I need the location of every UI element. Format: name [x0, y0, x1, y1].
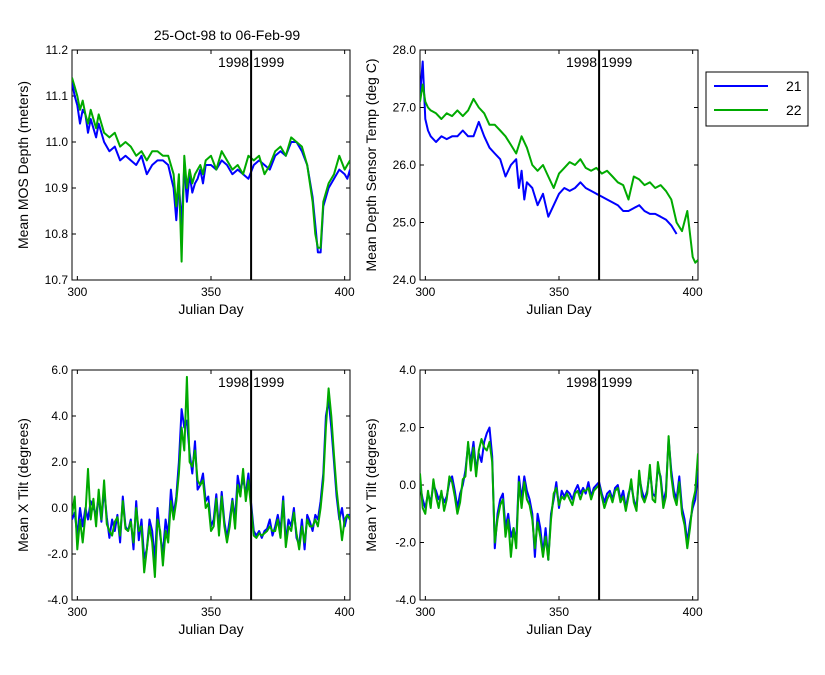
sensor-temp-year-label-right: 1999 — [601, 54, 632, 70]
x-tilt-plot-area — [71, 369, 351, 601]
panels: 300 350 400 10.7 10.8 10.9 11.0 11.1 11.2 Julian … — [15, 43, 703, 637]
sensor-temp-xtick-label-2: 400 — [683, 285, 703, 299]
x-tilt-ytick-label-4: 4.0 — [51, 409, 68, 423]
sensor-temp-y-axis-label: Mean Depth Sensor Temp (deg C) — [363, 59, 379, 272]
y-tilt-series-22 — [420, 435, 698, 561]
sensor-temp-year-label-left: 1998 — [566, 54, 597, 70]
legend-label-22: 22 — [786, 102, 802, 118]
x-tilt-ytick-label-1: -2.0 — [47, 547, 68, 561]
mos-depth-ytick-label-4: 11.1 — [46, 89, 69, 103]
chart-x-tilt: 300 350 400 -4.0 -2.0 0.0 2.0 4.0 6.0 Julian Day M… — [15, 363, 355, 637]
mos-depth-ytick-label-0: 10.7 — [45, 273, 69, 287]
y-tilt-x-axis-label: Julian Day — [526, 621, 591, 637]
y-tilt-ytick-label-0: -4.0 — [395, 593, 416, 607]
sensor-temp-ytick-label-1: 25.0 — [393, 216, 417, 230]
mos-depth-xtick-label-2: 400 — [335, 285, 355, 299]
x-tilt-ytick-label-2: 0.0 — [51, 501, 68, 515]
legend-box — [705, 71, 809, 127]
sensor-temp-series-22 — [420, 83, 698, 264]
x-tilt-xtick-label-1: 350 — [201, 605, 221, 619]
mos-depth-x-axis-label: Julian Day — [178, 301, 243, 317]
mos-depth-series-22 — [72, 77, 350, 263]
y-tilt-ytick-label-3: 2.0 — [399, 421, 416, 435]
figure-title: 25-Oct-98 to 06-Feb-99 — [154, 27, 301, 43]
sensor-temp-xtick-label-1: 350 — [549, 285, 569, 299]
x-tilt-ytick-label-0: -4.0 — [47, 593, 68, 607]
y-tilt-year-label-left: 1998 — [566, 374, 597, 390]
legend: 21 22 — [705, 71, 809, 127]
sensor-temp-x-axis-label: Julian Day — [526, 301, 591, 317]
sensor-temp-ytick-label-0: 24.0 — [393, 273, 417, 287]
x-tilt-series-22 — [72, 375, 350, 578]
mos-depth-year-label-right: 1999 — [253, 54, 284, 70]
y-tilt-ytick-label-2: 0.0 — [399, 478, 416, 492]
x-tilt-xtick-label-0: 300 — [67, 605, 87, 619]
mos-depth-ytick-label-3: 11.0 — [46, 135, 69, 149]
x-tilt-xtick-label-2: 400 — [335, 605, 355, 619]
legend-label-21: 21 — [786, 78, 802, 94]
x-tilt-year-label-right: 1999 — [253, 374, 284, 390]
mos-depth-xtick-label-0: 300 — [67, 285, 87, 299]
sensor-temp-ytick-label-4: 28.0 — [393, 43, 417, 57]
x-tilt-year-label-left: 1998 — [218, 374, 249, 390]
sensor-temp-series-21 — [420, 60, 678, 235]
sensor-temp-ytick-label-2: 26.0 — [393, 158, 417, 172]
y-tilt-ytick-label-4: 4.0 — [399, 363, 416, 377]
y-tilt-xtick-label-2: 400 — [683, 605, 703, 619]
mos-depth-year-label-left: 1998 — [218, 54, 249, 70]
chart-mos-depth: 300 350 400 10.7 10.8 10.9 11.0 11.1 11.2 Julian … — [15, 43, 355, 317]
mos-depth-xtick-label-1: 350 — [201, 285, 221, 299]
mos-depth-y-axis-label: Mean MOS Depth (meters) — [15, 81, 31, 249]
sensor-temp-ytick-label-3: 27.0 — [393, 101, 417, 115]
chart-sensor-temp: 300 350 400 24.0 25.0 26.0 27.0 28.0 Julian Day M… — [363, 43, 703, 317]
mos-depth-ytick-label-1: 10.8 — [45, 227, 69, 241]
mos-depth-ytick-label-5: 11.2 — [46, 43, 69, 57]
y-tilt-year-label-right: 1999 — [601, 374, 632, 390]
y-tilt-xtick-label-1: 350 — [549, 605, 569, 619]
x-tilt-ytick-label-5: 6.0 — [51, 363, 68, 377]
y-tilt-ytick-label-1: -2.0 — [395, 536, 416, 550]
chart-y-tilt: 300 350 400 -4.0 -2.0 0.0 2.0 4.0 Julian Day Mean… — [363, 363, 703, 637]
sensor-temp-xtick-label-0: 300 — [415, 285, 435, 299]
x-tilt-y-axis-label: Mean X Tilt (degrees) — [15, 418, 31, 552]
x-tilt-ytick-label-3: 2.0 — [51, 455, 68, 469]
x-tilt-x-axis-label: Julian Day — [178, 621, 243, 637]
mos-depth-ytick-label-2: 10.9 — [45, 181, 69, 195]
y-tilt-xtick-label-0: 300 — [415, 605, 435, 619]
y-tilt-y-axis-label: Mean Y Tilt (degrees) — [363, 418, 379, 551]
sensor-temp-plot-area — [419, 49, 699, 281]
